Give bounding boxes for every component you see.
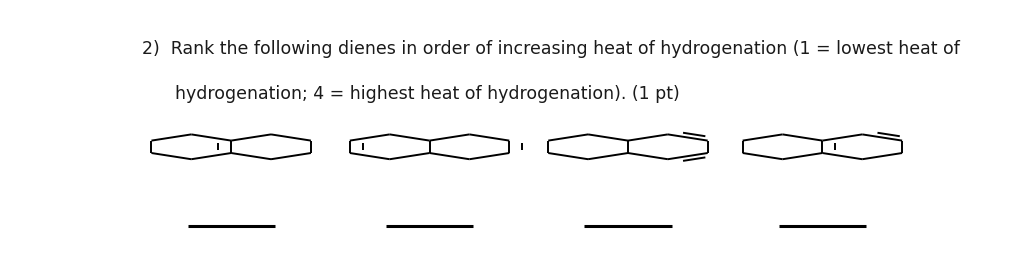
Text: hydrogenation; 4 = highest heat of hydrogenation). (1 pt): hydrogenation; 4 = highest heat of hydro… [142, 85, 680, 103]
Text: 2)  Rank the following dienes in order of increasing heat of hydrogenation (1 = : 2) Rank the following dienes in order of… [142, 40, 961, 58]
